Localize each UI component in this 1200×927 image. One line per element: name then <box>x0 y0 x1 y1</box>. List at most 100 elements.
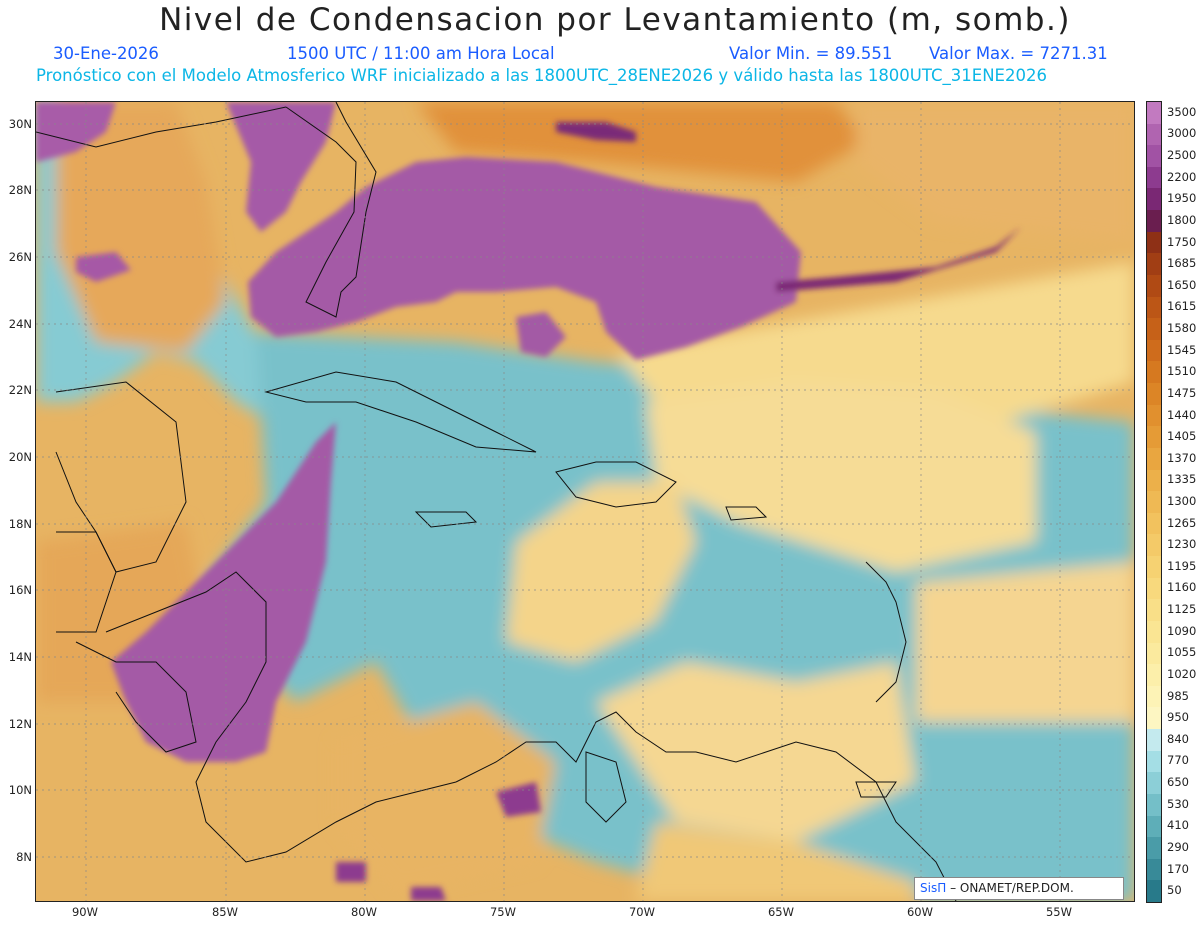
colorbar-swatch <box>1147 296 1161 319</box>
lat-label: 14N <box>8 650 32 664</box>
colorbar-swatch <box>1147 880 1161 903</box>
colorbar-label: 1300 <box>1167 494 1197 508</box>
lat-label: 24N <box>8 317 32 331</box>
colorbar-swatch <box>1147 166 1161 189</box>
lon-label: 70W <box>628 905 655 919</box>
colorbar-swatch <box>1147 620 1161 644</box>
colorbar-label: 170 <box>1167 861 1189 876</box>
lat-label: 10N <box>8 783 32 797</box>
colorbar-label: 3000 <box>1167 126 1197 141</box>
forecast-date: 30-Ene-2026 <box>53 44 159 63</box>
colorbar-swatch <box>1147 729 1161 752</box>
colorbar-label: 950 <box>1167 710 1189 725</box>
colorbar-swatch <box>1147 339 1161 362</box>
colorbar-swatch <box>1147 534 1161 557</box>
colorbar-swatch <box>1147 145 1161 168</box>
colorbar-label: 1405 <box>1167 429 1197 444</box>
lat-label: 26N <box>8 250 32 264</box>
lon-label: 80W <box>350 905 377 919</box>
colorbar-label: 985 <box>1167 688 1189 703</box>
colorbar-swatch <box>1147 383 1161 406</box>
colorbar-swatch <box>1147 123 1161 146</box>
colorbar-label: 530 <box>1167 796 1189 811</box>
lon-label: 65W <box>767 905 794 919</box>
colorbar-label: 1160 <box>1167 580 1197 595</box>
colorbar-swatch <box>1147 642 1161 665</box>
colorbar-label: 1615 <box>1167 299 1197 314</box>
lat-label: 18N <box>8 517 32 531</box>
colorbar-swatch <box>1147 599 1161 622</box>
colorbar-label: 1510 <box>1167 364 1197 379</box>
colorbar-label: 1950 <box>1167 191 1197 206</box>
colorbar-label: 290 <box>1167 839 1189 854</box>
lon-label: 55W <box>1045 905 1072 919</box>
lon-label: 85W <box>211 905 238 919</box>
colorbar-label: 1800 <box>1167 212 1197 227</box>
colorbar-label: 1440 <box>1167 407 1197 422</box>
max-value: Valor Max. = 7271.31 <box>929 44 1108 63</box>
colorbar-label: 840 <box>1167 731 1189 746</box>
colorbar-swatch <box>1147 772 1161 795</box>
colorbar-label: 2200 <box>1167 169 1197 184</box>
colorbar-label: 1055 <box>1167 645 1197 660</box>
lat-label: 16N <box>8 583 32 597</box>
colorbar-swatch <box>1147 815 1161 838</box>
colorbar-label: 2500 <box>1167 148 1197 163</box>
forecast-time: 1500 UTC / 11:00 am Hora Local <box>287 44 555 63</box>
colorbar-label: 1335 <box>1167 472 1197 487</box>
lat-label: 12N <box>8 717 32 731</box>
colorbar-swatch <box>1147 750 1161 773</box>
colorbar-label: 1685 <box>1167 256 1197 271</box>
lat-label: 8N <box>16 850 32 864</box>
colorbar-label: 1370 <box>1167 450 1197 465</box>
min-value: Valor Min. = 89.551 <box>729 44 893 63</box>
lat-label: 22N <box>8 383 32 397</box>
colorbar-label: 1020 <box>1167 666 1197 681</box>
colorbar-label: 1475 <box>1167 385 1197 400</box>
colorbar-label: 1580 <box>1167 321 1197 336</box>
colorbar-swatch <box>1147 404 1161 427</box>
colorbar-swatch <box>1147 491 1161 514</box>
lat-label: 30N <box>8 117 32 131</box>
weather-map <box>35 101 1135 902</box>
colorbar-swatch <box>1147 426 1161 449</box>
lon-label: 75W <box>489 905 516 919</box>
credit-org: – ONAMET/REP.DOM. <box>950 881 1074 895</box>
lon-label: 60W <box>906 905 933 919</box>
lat-label: 20N <box>8 450 32 464</box>
colorbar-swatch <box>1147 188 1161 211</box>
colorbar-swatch <box>1147 664 1161 687</box>
colorbar-label: 1650 <box>1167 277 1197 292</box>
colorbar-swatch <box>1147 577 1161 600</box>
colorbar-label: 3500 <box>1167 104 1197 119</box>
colorbar-label: 1750 <box>1167 234 1197 249</box>
colorbar-swatch <box>1147 210 1161 233</box>
colorbar-swatch <box>1147 253 1161 276</box>
colorbar-label: 1230 <box>1167 537 1197 552</box>
colorbar-swatch <box>1147 231 1161 254</box>
colorbar-label: 50 <box>1167 883 1182 898</box>
colorbar-swatch <box>1147 318 1161 341</box>
colorbar-label: 650 <box>1167 775 1189 790</box>
colorbar <box>1146 101 1162 903</box>
map-title: Nivel de Condensacion por Levantamiento … <box>159 2 1071 38</box>
colorbar-swatch <box>1147 685 1161 708</box>
colorbar-label: 1545 <box>1167 342 1197 357</box>
colorbar-swatch <box>1147 512 1161 535</box>
colorbar-label: 1090 <box>1167 623 1197 638</box>
colorbar-swatch <box>1147 858 1161 881</box>
colorbar-label: 770 <box>1167 753 1189 768</box>
credit-box: SisΠ – ONAMET/REP.DOM. <box>914 877 1124 900</box>
colorbar-swatch <box>1147 469 1161 492</box>
colorbar-label: 1265 <box>1167 515 1197 530</box>
colorbar-swatch <box>1147 837 1161 860</box>
colorbar-swatch <box>1147 447 1161 471</box>
colorbar-swatch <box>1147 102 1161 125</box>
lat-label: 28N <box>8 183 32 197</box>
colorbar-label: 1195 <box>1167 558 1197 573</box>
colorbar-swatch <box>1147 707 1161 730</box>
model-info: Pronóstico con el Modelo Atmosferico WRF… <box>36 66 1047 85</box>
credit-brand: SisΠ <box>920 881 947 895</box>
lon-label: 90W <box>71 905 98 919</box>
colorbar-swatch <box>1147 556 1161 579</box>
